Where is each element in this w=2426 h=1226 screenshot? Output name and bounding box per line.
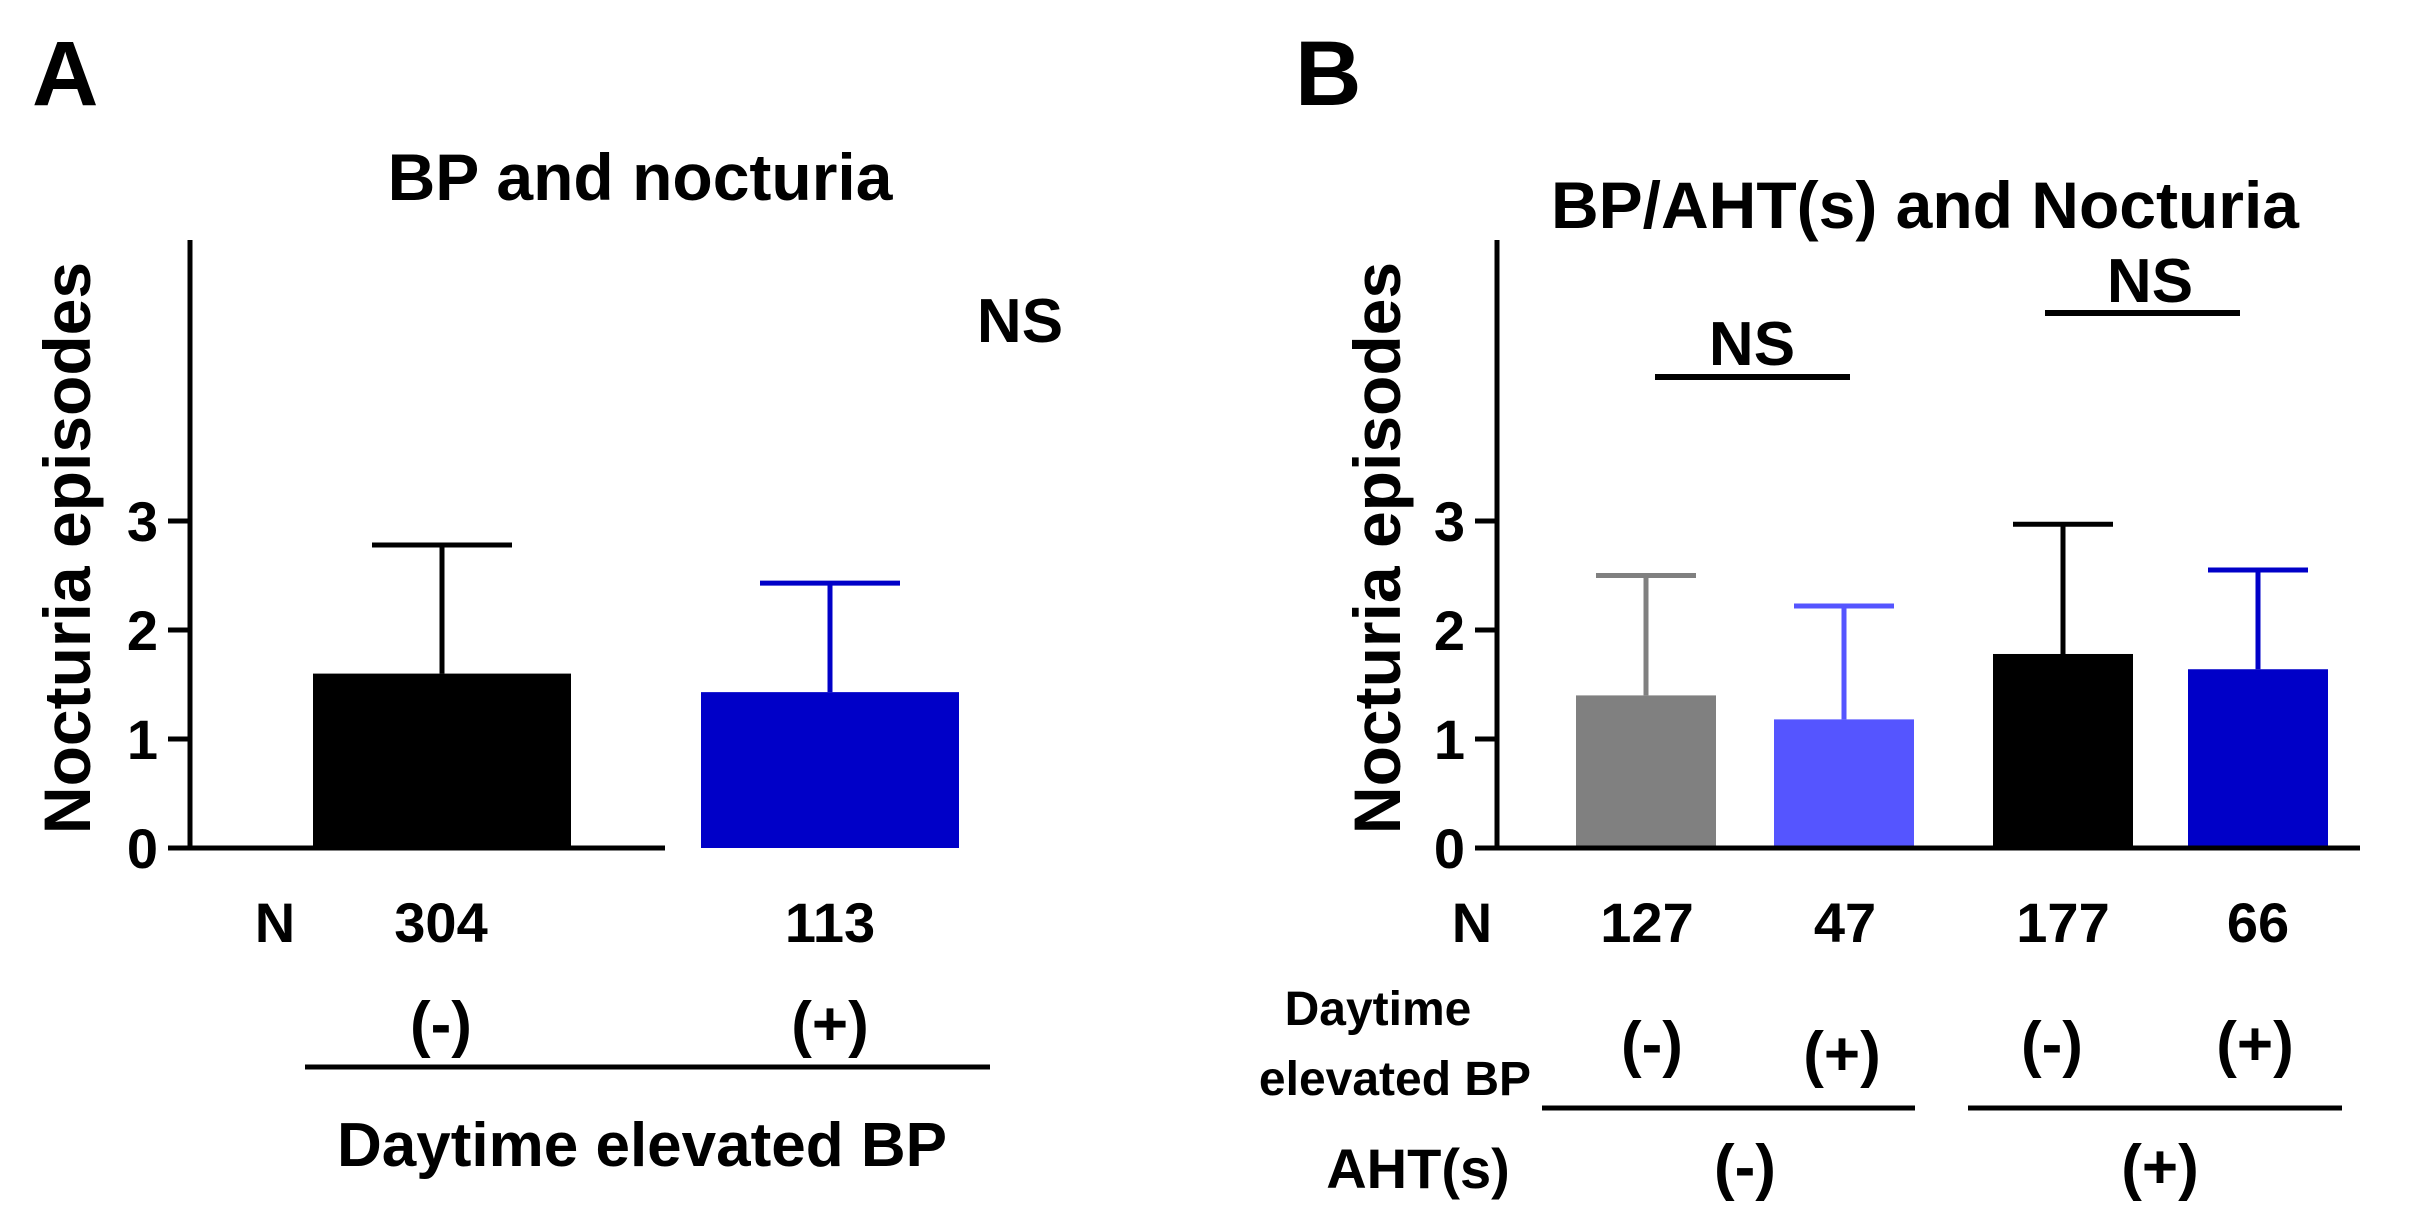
- panel-b-significance-1: NS: [1709, 310, 1795, 379]
- panel-a: A BP and nocturia Nocturia episodes 0 1 2 3…: [30, 23, 1063, 1180]
- panel-a-title: BP and nocturia: [388, 140, 894, 214]
- panel-b-y-ticks: 0 1 2 3: [1434, 490, 1497, 880]
- panel-b-bp-bar4: (+): [2216, 1010, 2294, 1079]
- panel-a-n-bar2: 113: [785, 891, 875, 954]
- panel-b-bp-bar1: (-): [1621, 1010, 1683, 1079]
- panel-b-n-label: N: [1452, 891, 1492, 954]
- panel-a-y-tick-label: 2: [127, 599, 158, 662]
- panel-a-bp-bar2: (+): [791, 990, 869, 1059]
- panel-b-bar-2: [1774, 719, 1914, 848]
- panel-b-y-tick-label: 2: [1434, 599, 1465, 662]
- panel-a-y-axis-label: Nocturia episodes: [30, 262, 104, 834]
- panel-b-aht-group-1: (-): [1714, 1133, 1776, 1202]
- panel-b-aht-group-2: (+): [2121, 1133, 2199, 1202]
- panel-b-bp-row-label-line2: elevated BP: [1259, 1053, 1531, 1106]
- panel-a-significance: NS: [977, 287, 1063, 356]
- panel-b-bar-3: [1993, 653, 2133, 848]
- panel-b: B BP/AHT(s) and Nocturia Nocturia episod…: [1259, 23, 2360, 1202]
- panel-b-n-bar4: 66: [2227, 891, 2289, 954]
- panel-a-n-label: N: [255, 891, 295, 954]
- panel-b-n-bar3: 177: [2016, 891, 2109, 954]
- panel-b-letter: B: [1295, 23, 1361, 125]
- panel-b-bp-bar2: (+): [1803, 1020, 1881, 1089]
- panel-a-y-tick-label: 3: [127, 490, 158, 553]
- panel-b-bar-4: [2188, 669, 2328, 848]
- panel-a-bars: [313, 542, 959, 848]
- panel-a-letter: A: [32, 23, 98, 125]
- panel-b-y-tick-label: 1: [1434, 708, 1465, 771]
- panel-b-y-tick-label: 0: [1434, 817, 1465, 880]
- panel-a-n-bar1: 304: [394, 891, 487, 954]
- panel-a-bar-1: [313, 673, 571, 848]
- panel-b-bp-row-label-line1: Daytime: [1285, 983, 1472, 1036]
- panel-a-group-label: Daytime elevated BP: [337, 1111, 947, 1180]
- panel-b-aht-row-label: AHT(s): [1326, 1137, 1510, 1200]
- panel-b-significance-2: NS: [2107, 247, 2193, 316]
- panel-b-title: BP/AHT(s) and Nocturia: [1551, 168, 2300, 242]
- panel-b-n-bar1: 127: [1600, 891, 1693, 954]
- panel-b-y-axis-label: Nocturia episodes: [1340, 262, 1414, 834]
- panel-a-y-tick-label: 0: [127, 817, 158, 880]
- panel-a-bar-2: [701, 692, 959, 848]
- panel-a-bp-bar1: (-): [410, 990, 472, 1059]
- panel-b-bp-bar3: (-): [2021, 1010, 2083, 1079]
- panel-b-bars: [1576, 521, 2328, 848]
- panel-a-y-tick-label: 1: [127, 708, 158, 771]
- panel-b-n-bar2: 47: [1814, 891, 1876, 954]
- panel-b-y-tick-label: 3: [1434, 490, 1465, 553]
- panel-a-y-ticks: 0 1 2 3: [127, 490, 190, 880]
- panel-b-bar-1: [1576, 695, 1716, 848]
